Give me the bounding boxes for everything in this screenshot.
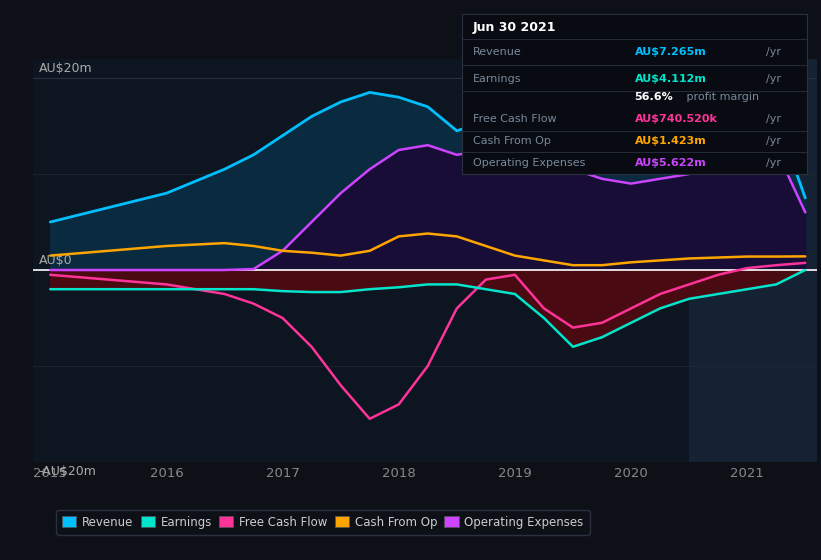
Text: AU$1.423m: AU$1.423m	[635, 136, 706, 146]
Text: AU$740.520k: AU$740.520k	[635, 114, 718, 124]
Text: /yr: /yr	[766, 136, 781, 146]
Bar	[689, 59, 817, 462]
Text: Jun 30 2021: Jun 30 2021	[473, 21, 556, 34]
Text: Free Cash Flow: Free Cash Flow	[473, 114, 556, 124]
Text: Revenue: Revenue	[473, 47, 521, 57]
Text: Operating Expenses: Operating Expenses	[473, 158, 585, 168]
Text: AU$7.265m: AU$7.265m	[635, 47, 706, 57]
Text: /yr: /yr	[766, 114, 781, 124]
Text: AU$20m: AU$20m	[39, 62, 92, 75]
Text: 56.6%: 56.6%	[635, 92, 673, 102]
Text: Earnings: Earnings	[473, 74, 521, 85]
Text: Cash From Op: Cash From Op	[473, 136, 550, 146]
Text: -AU$20m: -AU$20m	[39, 465, 97, 478]
Text: /yr: /yr	[766, 47, 781, 57]
Text: AU$4.112m: AU$4.112m	[635, 74, 707, 85]
Legend: Revenue, Earnings, Free Cash Flow, Cash From Op, Operating Expenses: Revenue, Earnings, Free Cash Flow, Cash …	[57, 510, 589, 535]
Text: AU$0: AU$0	[39, 254, 72, 267]
Text: profit margin: profit margin	[683, 92, 759, 102]
Text: AU$5.622m: AU$5.622m	[635, 158, 706, 168]
Text: /yr: /yr	[766, 158, 781, 168]
Text: /yr: /yr	[766, 74, 781, 85]
